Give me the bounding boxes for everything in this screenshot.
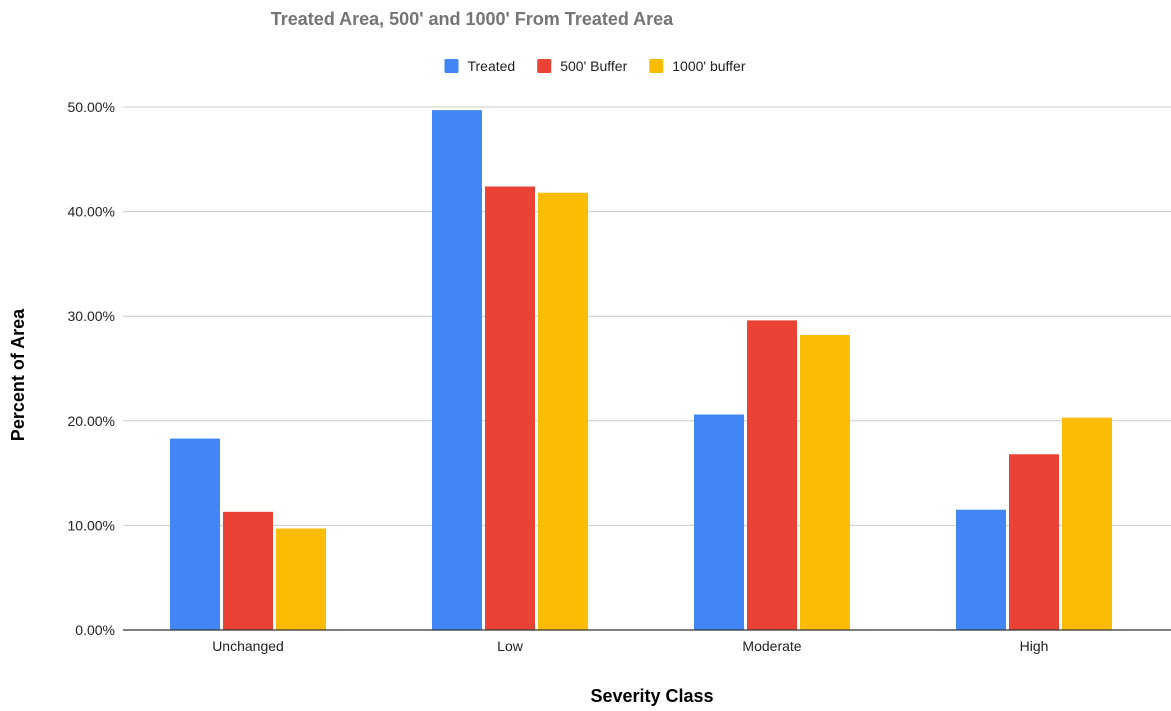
y-axis-ticks: 0.00% 10.00% 20.00% 30.00% 40.00% 50.00% xyxy=(68,99,115,638)
bar-moderate-series-2 xyxy=(800,335,850,630)
y-tick-label: 20.00% xyxy=(68,413,115,429)
legend-swatch xyxy=(649,59,664,73)
bar-high-series-1 xyxy=(1009,454,1059,630)
bar-high-series-0 xyxy=(956,509,1006,630)
y-tick-label: 40.00% xyxy=(68,204,115,220)
y-tick-label: 0.00% xyxy=(75,622,115,638)
bar-low-series-2 xyxy=(538,192,588,630)
y-tick-label: 10.00% xyxy=(68,517,115,533)
x-tick-label: Unchanged xyxy=(212,638,284,654)
bar-low-series-0 xyxy=(432,110,482,630)
legend-label: 1000' buffer xyxy=(672,58,746,74)
x-tick-label: High xyxy=(1020,638,1049,654)
legend-swatch xyxy=(444,59,459,73)
bar-unchanged-series-2 xyxy=(276,528,326,630)
y-tick-label: 30.00% xyxy=(68,308,115,324)
legend-swatch xyxy=(537,59,552,73)
legend: Treated 500' Buffer 1000' buffer xyxy=(444,58,746,74)
bar-high-series-2 xyxy=(1062,417,1112,630)
y-axis-title: Percent of Area xyxy=(8,308,28,441)
y-tick-label: 50.00% xyxy=(68,99,115,115)
legend-label: Treated xyxy=(467,58,515,74)
bar-moderate-series-0 xyxy=(694,414,744,630)
x-tick-label: Moderate xyxy=(742,638,801,654)
x-axis-title: Severity Class xyxy=(590,686,713,706)
x-tick-label: Low xyxy=(497,638,524,654)
legend-label: 500' Buffer xyxy=(560,58,627,74)
bar-unchanged-series-0 xyxy=(170,438,220,630)
bar-moderate-series-1 xyxy=(747,320,797,630)
bars xyxy=(170,110,1112,630)
chart-title: Treated Area, 500' and 1000' From Treate… xyxy=(271,9,674,29)
x-axis-ticks: Unchanged Low Moderate High xyxy=(212,638,1048,654)
bar-unchanged-series-1 xyxy=(223,511,273,630)
bar-low-series-1 xyxy=(485,186,535,630)
